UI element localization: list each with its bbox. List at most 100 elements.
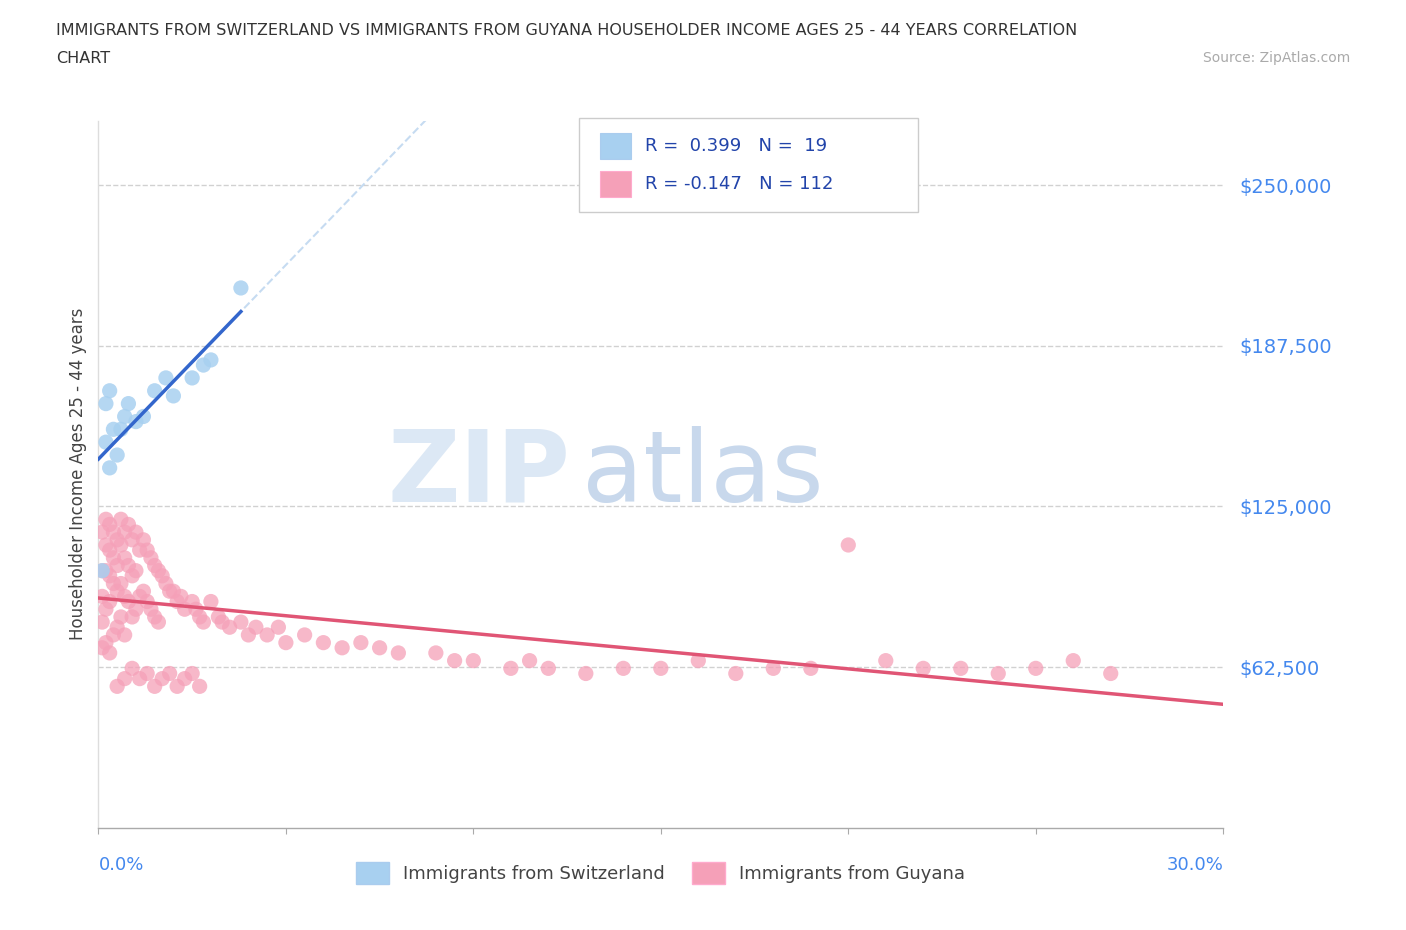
Point xyxy=(114,628,136,643)
Point xyxy=(117,594,139,609)
Point xyxy=(139,551,162,565)
Text: 30.0%: 30.0% xyxy=(1167,856,1223,873)
Point xyxy=(91,615,114,630)
Point xyxy=(103,422,125,437)
Text: CHART: CHART xyxy=(56,51,110,66)
Point xyxy=(91,525,114,539)
Point xyxy=(128,589,150,604)
Point xyxy=(330,641,353,656)
Point xyxy=(193,615,215,630)
Point xyxy=(229,615,252,630)
Point xyxy=(132,409,155,424)
Point xyxy=(98,543,121,558)
Point xyxy=(499,661,522,676)
Point xyxy=(114,525,136,539)
Point xyxy=(105,532,128,547)
Point xyxy=(519,653,541,668)
Point xyxy=(162,389,184,404)
Point xyxy=(148,564,170,578)
Point xyxy=(166,679,188,694)
Point xyxy=(425,645,447,660)
Point xyxy=(949,661,972,676)
Point xyxy=(98,594,121,609)
Point xyxy=(188,679,211,694)
Point xyxy=(800,661,823,676)
Point xyxy=(143,679,166,694)
Point xyxy=(94,434,117,449)
Point xyxy=(229,281,252,296)
Point xyxy=(155,370,177,385)
Point xyxy=(98,460,121,475)
Point xyxy=(207,609,229,624)
Point xyxy=(650,661,672,676)
Point xyxy=(125,564,148,578)
Point xyxy=(368,641,391,656)
Point xyxy=(211,615,233,630)
Point xyxy=(136,666,159,681)
Point xyxy=(110,576,132,591)
Point xyxy=(181,594,204,609)
Point xyxy=(117,396,139,411)
Point xyxy=(150,568,173,583)
Point xyxy=(143,383,166,398)
Point xyxy=(103,525,125,539)
Point xyxy=(166,594,188,609)
Point xyxy=(245,619,267,634)
Point xyxy=(121,661,143,676)
Point xyxy=(443,653,465,668)
Point xyxy=(114,409,136,424)
Point xyxy=(294,628,316,643)
Point xyxy=(612,661,634,676)
Point xyxy=(121,568,143,583)
Point xyxy=(132,532,155,547)
Point xyxy=(110,609,132,624)
Point xyxy=(110,422,132,437)
Point xyxy=(143,609,166,624)
Point xyxy=(105,558,128,573)
Point xyxy=(103,576,125,591)
Point xyxy=(114,589,136,604)
Point xyxy=(688,653,710,668)
Point xyxy=(987,666,1010,681)
Point xyxy=(91,589,114,604)
Point xyxy=(136,594,159,609)
Point xyxy=(139,602,162,617)
Point xyxy=(103,551,125,565)
Point xyxy=(181,666,204,681)
Point xyxy=(103,628,125,643)
Point xyxy=(105,584,128,599)
Point xyxy=(132,584,155,599)
Point xyxy=(193,358,215,373)
Point xyxy=(98,568,121,583)
Text: ZIP: ZIP xyxy=(388,426,571,523)
Point xyxy=(125,414,148,429)
Point xyxy=(575,666,598,681)
Point xyxy=(837,538,859,552)
Point xyxy=(91,564,114,578)
Point xyxy=(173,671,195,686)
Point xyxy=(94,602,117,617)
Point xyxy=(94,635,117,650)
Point xyxy=(128,671,150,686)
Point xyxy=(256,628,278,643)
Point xyxy=(117,558,139,573)
Point xyxy=(184,602,207,617)
Point xyxy=(762,661,785,676)
Point xyxy=(159,584,181,599)
Point xyxy=(173,602,195,617)
Point xyxy=(125,525,148,539)
Text: 0.0%: 0.0% xyxy=(98,856,143,873)
Point xyxy=(218,619,240,634)
Point xyxy=(94,512,117,526)
Text: atlas: atlas xyxy=(582,426,824,523)
Point xyxy=(105,679,128,694)
Point xyxy=(98,383,121,398)
Point xyxy=(121,609,143,624)
Point xyxy=(1099,666,1122,681)
Point xyxy=(181,370,204,385)
Point xyxy=(91,641,114,656)
Legend: Immigrants from Switzerland, Immigrants from Guyana: Immigrants from Switzerland, Immigrants … xyxy=(347,853,974,893)
Point xyxy=(128,543,150,558)
Point xyxy=(912,661,935,676)
Point xyxy=(114,551,136,565)
